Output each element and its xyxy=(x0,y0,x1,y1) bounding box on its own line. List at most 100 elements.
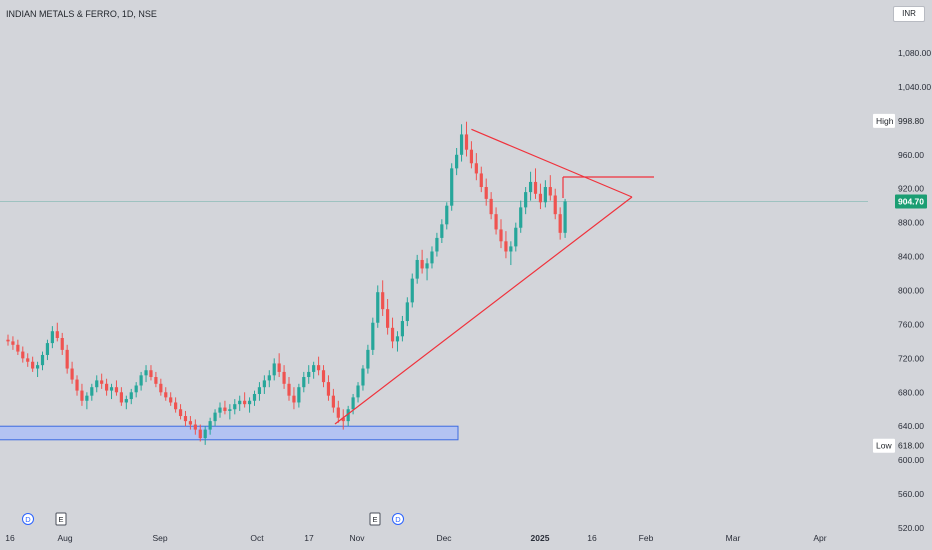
y-tick-label: 640.00 xyxy=(898,421,924,431)
candle-body xyxy=(538,193,543,203)
candle-body xyxy=(292,395,296,403)
candle-body xyxy=(346,409,350,422)
candle-body xyxy=(31,361,35,369)
candle-body xyxy=(361,368,365,386)
candle-body xyxy=(321,370,326,383)
x-tick-label: Nov xyxy=(349,533,365,543)
candle-body xyxy=(455,154,459,169)
last-price-badge xyxy=(895,194,927,209)
candle-body xyxy=(445,205,449,225)
y-tick-label: 760.00 xyxy=(898,319,924,329)
candle-body xyxy=(331,395,335,408)
candle-body xyxy=(390,327,395,342)
candle-body xyxy=(75,379,79,391)
candle-body xyxy=(316,365,321,371)
candle-body xyxy=(430,251,434,264)
candle-body xyxy=(35,365,40,369)
candle-body xyxy=(553,195,557,215)
candle-body xyxy=(218,407,222,413)
event-marker-label: E xyxy=(58,515,63,524)
candle-body xyxy=(366,349,370,369)
candle-body xyxy=(425,263,429,269)
candle-body xyxy=(100,380,104,384)
candle-body xyxy=(129,392,133,400)
triangle-lower-line xyxy=(334,196,633,425)
candle-body xyxy=(371,322,375,350)
candle-body xyxy=(386,309,390,328)
y-tick-label: 680.00 xyxy=(898,387,924,397)
candle-body xyxy=(405,302,409,322)
candle-body xyxy=(509,246,513,252)
event-marker-label: E xyxy=(372,515,377,524)
candle-body xyxy=(336,407,340,418)
x-tick-label: 16 xyxy=(5,533,15,543)
candle-body xyxy=(40,354,45,366)
candle-body xyxy=(188,421,193,425)
y-tick-label: 960.00 xyxy=(898,150,924,160)
candle-body xyxy=(514,227,518,247)
candle-body xyxy=(55,331,59,338)
candle-body xyxy=(499,229,503,242)
candle-body xyxy=(149,370,153,378)
candle-body xyxy=(307,371,311,378)
candle-body xyxy=(85,395,89,401)
y-tick-label: 840.00 xyxy=(898,252,924,262)
x-tick-label: Dec xyxy=(436,533,452,543)
candle-body xyxy=(494,214,498,230)
candle-body xyxy=(400,321,404,337)
candle-body xyxy=(159,383,163,393)
event-marker-label: D xyxy=(25,515,31,524)
candle-body xyxy=(341,417,345,422)
price-tag-label: Low xyxy=(876,441,892,451)
candle-body xyxy=(351,397,355,410)
y-tick-label: 720.00 xyxy=(898,353,924,363)
candle-body xyxy=(164,392,168,398)
candle-body xyxy=(257,387,262,394)
symbol-title: INDIAN METALS & FERRO, 1D, NSE xyxy=(6,9,157,19)
candle-body xyxy=(252,393,257,401)
price-tag-label-box xyxy=(873,438,895,453)
candle-body xyxy=(139,375,143,386)
candle-body xyxy=(238,400,242,405)
x-tick-label: 17 xyxy=(304,533,314,543)
x-tick-label: Apr xyxy=(813,533,826,543)
candle-body xyxy=(95,380,99,388)
candle-body xyxy=(134,385,138,393)
candle-body xyxy=(154,377,158,384)
candle-body xyxy=(543,187,547,203)
price-tag-value: 998.80 xyxy=(898,116,924,126)
candle-body xyxy=(124,399,128,403)
candle-body xyxy=(60,338,64,350)
candle-body xyxy=(558,214,562,233)
y-tick-label: 1,080.00 xyxy=(898,48,931,58)
candle-body xyxy=(450,168,454,206)
candle-body xyxy=(297,387,301,403)
candle-body xyxy=(178,409,183,417)
candle-body xyxy=(109,387,114,391)
currency-button[interactable]: INR xyxy=(893,6,925,22)
candle-body xyxy=(243,400,247,405)
y-tick-label: 520.00 xyxy=(898,523,924,533)
candle-body xyxy=(415,259,419,279)
y-tick-label: 600.00 xyxy=(898,455,924,465)
triangle-upper-line xyxy=(471,128,633,198)
candle-body xyxy=(45,343,50,355)
support-zone-layer xyxy=(0,201,868,441)
earnings-marker-icon xyxy=(369,512,381,526)
candle-body xyxy=(213,412,217,422)
x-tick-label: 2025 xyxy=(531,533,550,543)
candle-body xyxy=(376,292,380,323)
candle-body xyxy=(464,134,469,150)
candle-body xyxy=(479,173,483,188)
y-tick-label: 880.00 xyxy=(898,218,924,228)
candle-body xyxy=(21,351,25,359)
candle-body xyxy=(105,383,109,391)
candle-body xyxy=(326,382,331,396)
support-zone xyxy=(0,425,459,441)
candle-body xyxy=(504,241,508,252)
candle-body xyxy=(70,368,74,380)
candle-body xyxy=(282,371,286,384)
candle-body xyxy=(50,331,54,344)
